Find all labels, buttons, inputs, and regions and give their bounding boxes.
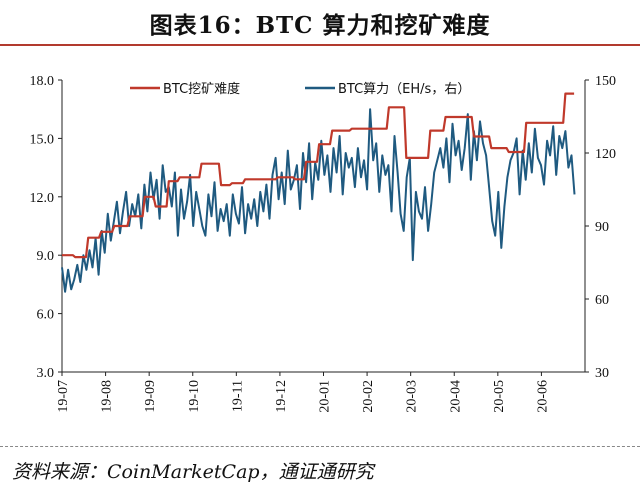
- y-left-tick-label: 9.0: [37, 249, 55, 264]
- y-left-tick-label: 18.0: [30, 74, 55, 89]
- y-right-tick-label: 120: [595, 147, 616, 162]
- y-right-tick-label: 90: [595, 220, 609, 235]
- legend-label-hashrate: BTC算力（EH/s，右）: [338, 82, 470, 97]
- hashrate-line: [61, 108, 576, 293]
- chart-title: 图表16：BTC 算力和挖矿难度: [149, 12, 491, 39]
- x-tick-label: 19-09: [143, 380, 158, 413]
- x-tick-label: 20-04: [448, 380, 463, 413]
- x-tick-label: 20-01: [318, 380, 333, 413]
- legend-label-difficulty: BTC挖矿难度: [163, 81, 240, 97]
- y-left-tick-label: 6.0: [37, 308, 55, 323]
- x-tick-label: 20-02: [361, 380, 376, 413]
- series-marks: [61, 92, 576, 293]
- legend: BTC挖矿难度 BTC算力（EH/s，右）: [130, 81, 470, 97]
- x-tick-label: 19-12: [274, 380, 289, 413]
- source-note: 资料来源：CoinMarketCap，通证通研究: [12, 461, 374, 483]
- x-tick-label: 19-07: [56, 380, 71, 413]
- x-tick-label: 20-06: [535, 380, 550, 413]
- axes: 3.0 6.0 9.0 12.0 15.0 18.0 30 60 90 120 150 19-07 19…: [30, 74, 617, 413]
- y-left-tick-label: 3.0: [37, 366, 55, 381]
- y-left-tick-label: 15.0: [30, 132, 55, 147]
- chart-area: 3.0 6.0 9.0 12.0 15.0 18.0 30 60 90 120 150 19-07 19…: [30, 74, 617, 413]
- source-rule: [0, 446, 640, 447]
- x-tick-label: 19-11: [230, 380, 245, 412]
- y-left-tick-label: 12.0: [30, 191, 55, 206]
- x-tick-label: 19-10: [187, 380, 202, 413]
- y-right-tick-label: 60: [595, 293, 609, 308]
- difficulty-line: [62, 92, 575, 259]
- y-right-tick-label: 30: [595, 366, 609, 381]
- title-rule: [0, 44, 640, 46]
- y-right-tick-label: 150: [595, 74, 616, 89]
- x-tick-label: 19-08: [100, 380, 115, 413]
- x-tick-label: 20-03: [405, 380, 420, 413]
- x-tick-label: 20-05: [492, 380, 507, 413]
